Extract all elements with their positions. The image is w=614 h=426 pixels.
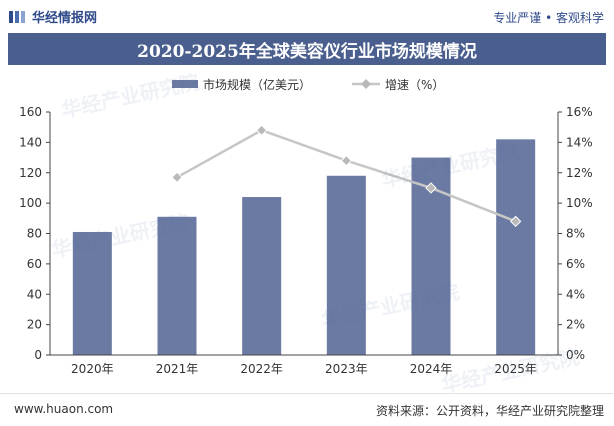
brand-name: 华经情报网: [32, 11, 98, 26]
y-right-tick-label: 10%: [566, 196, 593, 210]
y-right-tick-label: 0%: [566, 348, 585, 362]
line-point: [255, 124, 268, 136]
x-axis: 2020年 2021年 2022年 2023年 2024年 2025年: [50, 354, 558, 376]
bar: [242, 197, 282, 355]
y-left-tick-label: 160: [19, 105, 42, 119]
y-axis-left: 0 20 40 60 80 100 120 140 160: [19, 105, 51, 362]
logo-icon: [9, 10, 25, 23]
bar: [72, 231, 112, 355]
y-axis-right: 0% 2% 4% 6% 8% 10% 12% 14% 16%: [557, 105, 593, 362]
x-tick-label: 2023年: [325, 362, 368, 376]
website-link[interactable]: www.huaon.com: [14, 402, 114, 416]
y-right-tick-label: 6%: [566, 257, 585, 271]
legend-label-bar: 市场规模（亿美元）: [203, 77, 311, 92]
y-right-tick-label: 4%: [566, 287, 585, 301]
source-note: 资料来源：公开资料，华经产业研究院整理: [375, 404, 604, 418]
x-tick-label: 2024年: [410, 362, 453, 376]
legend-swatch-bar: [172, 80, 198, 88]
x-tick-label: 2022年: [240, 362, 283, 376]
slogan: 专业严谨 • 客观科学: [493, 11, 604, 25]
line-point: [171, 171, 183, 184]
brand: 华经情报网: [8, 7, 97, 26]
chart: 市场规模（亿美元） 增速（%） 0 20 40 60 80 100 120 140 160 0% 2…: [19, 77, 593, 376]
line-point: [425, 182, 437, 194]
bar: [496, 139, 536, 355]
top-bar: 华经情报网 专业严谨 • 客观科学: [0, 0, 614, 33]
x-tick-label: 2021年: [156, 362, 199, 376]
bar: [326, 175, 366, 355]
y-left-tick-label: 0: [34, 348, 42, 362]
y-right-tick-label: 16%: [566, 105, 593, 119]
title-bar: 2020-2025年全球美容仪行业市场规模情况: [8, 33, 606, 65]
x-tick-label: 2025年: [494, 362, 537, 376]
legend-marker: [361, 79, 371, 89]
chart-title: 2020-2025年全球美容仪行业市场规模情况: [137, 41, 477, 62]
legend-label-line: 增速（%）: [385, 78, 444, 92]
bar: [157, 216, 197, 355]
legend: 市场规模（亿美元） 增速（%）: [172, 77, 444, 92]
y-left-tick-label: 60: [27, 257, 42, 271]
line-point: [340, 154, 353, 167]
x-tick-label: 2020年: [71, 362, 114, 376]
y-left-tick-label: 120: [19, 166, 42, 180]
y-left-tick-label: 40: [27, 287, 42, 301]
y-left-tick-label: 100: [19, 196, 42, 210]
footer: www.huaon.com 资料来源：公开资料，华经产业研究院整理: [0, 393, 614, 426]
y-right-tick-label: 12%: [566, 166, 593, 180]
y-left-tick-label: 20: [27, 318, 42, 332]
y-left-tick-label: 80: [27, 227, 42, 241]
line-series: [171, 124, 522, 228]
line-point: [509, 215, 522, 228]
y-left-tick-label: 140: [19, 135, 42, 149]
y-right-tick-label: 2%: [566, 318, 585, 332]
y-right-tick-label: 8%: [566, 227, 585, 241]
y-right-tick-label: 14%: [566, 135, 593, 149]
bar-series: [72, 139, 536, 355]
